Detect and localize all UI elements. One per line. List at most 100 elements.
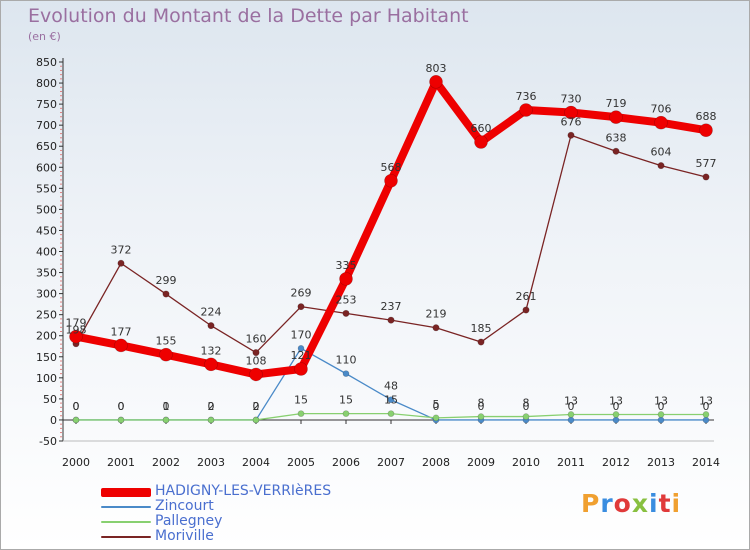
legend-label: Moriville — [155, 528, 214, 544]
x-tick-label: 2005 — [287, 456, 315, 469]
data-label: 0 — [523, 400, 530, 413]
data-label: 160 — [246, 333, 267, 346]
y-tick-label: 650 — [36, 140, 57, 153]
proxiti-logo: Proxiti — [581, 489, 681, 518]
data-point — [387, 410, 395, 417]
data-label: 1 — [163, 400, 170, 413]
data-point — [567, 416, 575, 424]
data-point — [702, 416, 710, 424]
data-point — [429, 74, 443, 89]
data-label: 261 — [516, 290, 537, 303]
data-point — [477, 413, 485, 420]
legend-swatch — [101, 536, 151, 538]
data-label: 577 — [696, 157, 717, 170]
data-point — [114, 338, 128, 353]
data-label: 2 — [208, 400, 215, 413]
data-point — [117, 416, 125, 424]
data-point — [609, 110, 623, 124]
data-label: 185 — [471, 322, 492, 335]
data-point — [159, 347, 173, 362]
data-label: 0 — [253, 400, 260, 413]
x-tick-label: 2006 — [332, 456, 360, 469]
x-tick-label: 2009 — [467, 456, 495, 469]
data-point — [654, 115, 668, 130]
x-tick-label: 2012 — [602, 456, 630, 469]
data-point — [252, 416, 260, 424]
data-label: 730 — [561, 93, 582, 106]
x-tick-label: 2014 — [692, 456, 720, 469]
data-label: 108 — [246, 354, 267, 367]
legend-swatch — [101, 521, 151, 523]
legend-item: Moriville — [101, 528, 401, 544]
legend-label: Pallegney — [155, 513, 223, 529]
data-point — [477, 338, 485, 346]
y-tick-label: 200 — [36, 330, 57, 343]
data-label: 0 — [478, 400, 485, 413]
data-label: 676 — [561, 115, 582, 128]
data-point — [432, 414, 440, 422]
data-label: 5 — [433, 398, 440, 411]
y-tick-label: 550 — [36, 182, 57, 195]
x-tick-label: 2002 — [152, 456, 180, 469]
logo-letter: o — [613, 489, 632, 518]
data-label: 719 — [606, 97, 627, 110]
series-3 — [69, 74, 713, 382]
y-tick-label: 150 — [36, 351, 57, 364]
y-tick-label: 400 — [36, 246, 57, 259]
data-point — [72, 416, 80, 424]
y-tick-label: 500 — [36, 203, 57, 216]
logo-letter: t — [658, 489, 672, 518]
data-point — [342, 309, 350, 317]
data-point — [522, 413, 530, 420]
series-2 — [72, 410, 710, 424]
y-tick-label: 50 — [43, 393, 57, 406]
data-label: 0 — [658, 400, 665, 413]
data-label: 568 — [381, 161, 402, 174]
y-tick-label: -50 — [39, 435, 57, 448]
data-point — [612, 416, 620, 424]
logo-letter: r — [600, 489, 614, 518]
data-label: 372 — [111, 243, 132, 256]
data-label: 121 — [291, 349, 312, 362]
data-label: 177 — [111, 325, 132, 338]
data-label: 13 — [699, 394, 713, 407]
data-label: 15 — [339, 394, 353, 407]
data-label: 638 — [606, 131, 627, 144]
data-point — [342, 370, 350, 377]
y-tick-label: 750 — [36, 98, 57, 111]
data-point — [657, 411, 665, 418]
y-tick-label: 850 — [36, 56, 57, 69]
data-label: 132 — [201, 344, 222, 357]
data-label: 219 — [426, 308, 447, 321]
data-label: 8 — [523, 397, 530, 410]
data-point — [249, 367, 263, 382]
data-label: 13 — [609, 394, 623, 407]
data-label: 803 — [426, 62, 447, 75]
data-point — [339, 272, 353, 286]
data-label: 0 — [703, 400, 710, 413]
data-label: 0 — [433, 400, 440, 413]
data-point — [204, 357, 218, 372]
data-label: 48 — [384, 380, 398, 393]
data-label: 335 — [336, 259, 357, 272]
y-tick-label: 600 — [36, 161, 57, 174]
data-label: 0 — [73, 400, 80, 413]
data-point — [162, 290, 170, 298]
data-label: 15 — [384, 394, 398, 407]
data-point — [297, 345, 305, 352]
data-point — [252, 349, 260, 357]
data-point — [297, 410, 305, 417]
data-label: 0 — [163, 400, 170, 413]
data-point — [69, 329, 83, 344]
unit-label: (en €) — [28, 30, 61, 43]
data-point — [117, 259, 125, 267]
data-label: 0 — [613, 400, 620, 413]
data-point — [297, 303, 305, 311]
legend: HADIGNY-LES-VERRIèRES Zincourt Pallegney Mo… — [101, 483, 401, 544]
data-labels: 1983722992241602692532372191852616766386… — [66, 62, 717, 413]
data-point — [384, 173, 398, 188]
legend-item: HADIGNY-LES-VERRIèRES — [101, 483, 401, 499]
data-point — [432, 324, 440, 332]
y-tick-label: 0 — [50, 414, 57, 427]
legend-swatch — [101, 506, 151, 508]
